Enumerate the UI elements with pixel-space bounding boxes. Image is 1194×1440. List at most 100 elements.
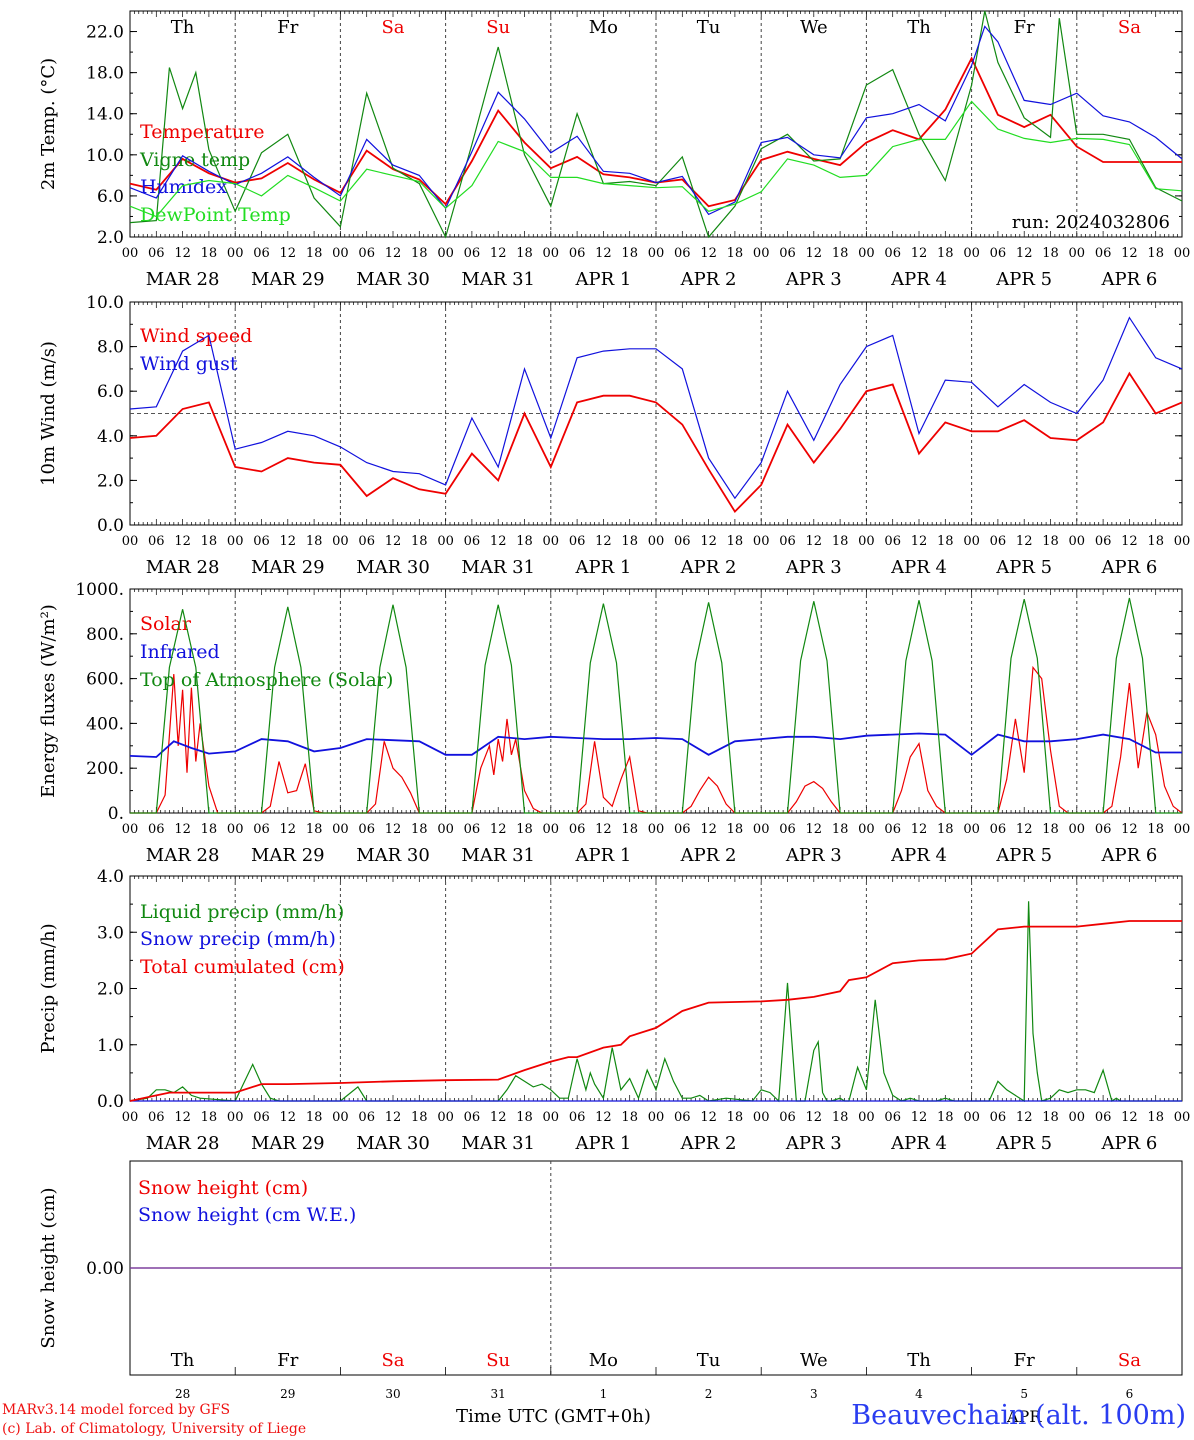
hour-label: 06 [569,534,586,549]
hour-label: 18 [1147,246,1164,261]
date-label: APR 4 [890,557,947,578]
weekday-label-bottom: Fr [1014,1350,1035,1371]
y-tick-label: 22.0 [86,23,124,43]
credit-line-2: (c) Lab. of Climatology, University of L… [2,1421,307,1437]
hour-label: 00 [1174,534,1191,549]
hour-label: 00 [963,1110,980,1125]
y-tick-label: 0.0 [97,1092,124,1112]
weekday-label-bottom: Mo [589,1350,618,1371]
hour-label: 00 [858,246,875,261]
y-tick-label: 4.0 [97,867,124,887]
date-label: MAR 28 [146,269,220,290]
date-label: APR 1 [574,557,631,578]
hour-label: 18 [516,822,533,837]
hour-label: 18 [621,246,638,261]
series-line-0-1 [129,10,1183,239]
hour-label: 06 [779,1110,796,1125]
hour-label: 06 [990,246,1007,261]
day-number-label: 1 [600,1387,608,1401]
date-label: MAR 30 [356,557,430,578]
hour-label: 00 [332,534,349,549]
hour-label: 00 [753,1110,770,1125]
hour-label: 12 [490,246,507,261]
hour-label: 00 [753,534,770,549]
hour-label: 12 [1121,534,1138,549]
hour-label: 06 [779,822,796,837]
month-label: APR [1006,1407,1042,1426]
hour-label: 12 [595,534,612,549]
hour-label: 00 [1174,822,1191,837]
hour-label: 18 [832,246,849,261]
hour-label: 18 [201,534,218,549]
hour-label: 18 [306,246,323,261]
day-number-label: 4 [915,1387,923,1401]
hour-label: 00 [963,534,980,549]
weekday-label-bottom: Th [171,1350,195,1371]
date-label: APR 4 [890,845,947,866]
hour-label: 12 [911,1110,928,1125]
hour-label: 18 [516,246,533,261]
y-axis-title: 2m Temp. (°C) [38,58,59,190]
hour-label: 12 [385,246,402,261]
hour-label: 06 [569,1110,586,1125]
date-label: MAR 31 [461,557,535,578]
y-tick-label: 6.0 [97,382,124,402]
hour-label: 18 [1147,1110,1164,1125]
hour-label: 18 [1147,822,1164,837]
weekday-label-top: Th [171,17,195,38]
legend-entry: Top of Atmosphere (Solar) [140,669,393,691]
hour-label: 06 [358,534,375,549]
hour-label: 06 [253,822,270,837]
hour-label: 18 [937,822,954,837]
date-label: MAR 29 [251,557,325,578]
series-line-1-0 [129,371,1183,514]
hour-label: 18 [1042,822,1059,837]
weekday-label-bottom: We [800,1350,828,1371]
day-number-label: 6 [1126,1387,1134,1401]
series-line-1-1 [129,316,1183,500]
date-label: APR 3 [785,845,842,866]
hour-label: 12 [700,1110,717,1125]
y-tick-label: 3.0 [97,923,124,943]
hour-label: 06 [148,1110,165,1125]
hour-label: 18 [306,822,323,837]
hour-label: 06 [674,822,691,837]
y-tick-label: 1000. [75,580,124,600]
hour-label: 00 [648,246,665,261]
credit-line-1: MARv3.14 model forced by GFS [2,1402,231,1418]
hour-label: 06 [253,1110,270,1125]
hour-label: 00 [332,1110,349,1125]
hour-label: 18 [201,246,218,261]
weekday-label-top: Fr [277,17,298,38]
series-line-3-2 [129,920,1182,1102]
hour-label: 18 [1042,1110,1059,1125]
hour-label: 12 [806,822,823,837]
legend-entry: Wind speed [140,325,252,347]
hour-label: 18 [1147,534,1164,549]
y-tick-label: 2.0 [97,228,124,248]
hour-label: 12 [595,1110,612,1125]
legend-entry: Liquid precip (mm/h) [140,901,344,923]
day-number-label: 31 [491,1387,506,1401]
weekday-label-top: We [800,17,828,38]
y-tick-label: 10.0 [86,146,124,166]
hour-label: 12 [280,246,297,261]
hour-label: 12 [595,246,612,261]
y-tick-label: 600. [86,670,124,690]
date-label: APR 5 [995,845,1052,866]
hour-label: 06 [674,534,691,549]
hour-label: 12 [1016,1110,1033,1125]
hour-label: 12 [700,534,717,549]
hour-label: 00 [332,822,349,837]
legend-entry: Snow precip (mm/h) [140,928,336,950]
hour-label: 12 [806,246,823,261]
hour-label: 18 [832,534,849,549]
series-line-2-2 [130,597,1182,814]
weekday-label-top: Sa [381,17,404,38]
legend-entry: Solar [140,613,192,635]
hour-label: 18 [516,534,533,549]
date-label: APR 2 [680,1133,737,1154]
date-label: APR 4 [890,269,947,290]
hour-label: 00 [437,534,454,549]
y-tick-label: 14.0 [86,105,124,125]
